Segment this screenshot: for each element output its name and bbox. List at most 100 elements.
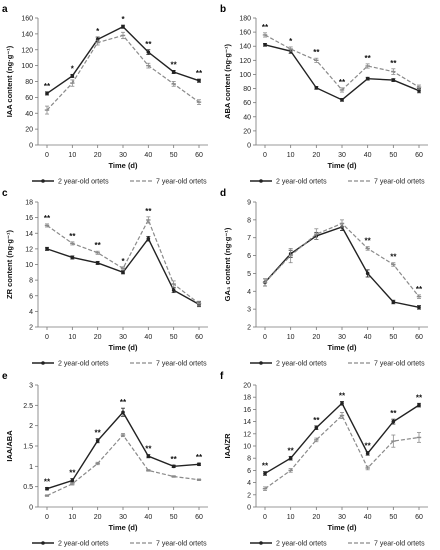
significance-mark: ** xyxy=(262,23,269,32)
data-point xyxy=(263,43,267,47)
x-tick-label: 60 xyxy=(195,152,203,159)
legend-label-2yr: 2 year-old ortets xyxy=(276,541,327,548)
data-point xyxy=(171,288,176,293)
data-point xyxy=(121,24,125,29)
legend: 2 year-old ortets 7 year-old ortets xyxy=(32,179,207,186)
data-point xyxy=(95,261,100,265)
significance-mark: ** xyxy=(44,82,51,91)
x-tick-label: 40 xyxy=(364,514,372,521)
legend-label-7yr: 7 year-old ortets xyxy=(374,361,425,368)
y-tick-label: 80 xyxy=(243,86,251,93)
x-tick-label: 30 xyxy=(119,334,127,341)
legend-label-7yr: 7 year-old ortets xyxy=(374,179,425,186)
y-tick-label: 14 xyxy=(243,419,251,426)
legend-marker-2yr xyxy=(41,541,45,545)
y-axis-title: IAA/ABA xyxy=(5,430,14,462)
x-axis-title: Time (d) xyxy=(108,523,138,532)
x-tick-label: 20 xyxy=(94,152,102,159)
chart-panel-f: f 0 2 4 6 8 10 12 14 16 18 20 0 10 20 30 40 50 60 Time (d) I… xyxy=(220,371,428,548)
x-axis-title: Time (d) xyxy=(327,161,357,170)
legend-marker-2yr xyxy=(41,179,45,183)
y-tick-label: 4 xyxy=(247,289,251,296)
y-tick-label: 2.5 xyxy=(23,403,33,410)
y-tick-label: 3 xyxy=(247,307,251,314)
significance-mark: ** xyxy=(95,241,102,250)
x-tick-label: 50 xyxy=(170,334,178,341)
y-tick-label: 120 xyxy=(21,47,33,54)
x-tick-label: 40 xyxy=(364,334,372,341)
panel-letter: e xyxy=(2,371,8,382)
panel-letter: a xyxy=(2,4,8,15)
legend-label-2yr: 2 year-old ortets xyxy=(58,361,109,368)
data-point xyxy=(45,486,49,491)
x-tick-label: 10 xyxy=(287,152,295,159)
y-tick-label: 80 xyxy=(25,79,33,86)
x-tick-label: 60 xyxy=(415,152,423,159)
series-line-7yr xyxy=(46,434,200,497)
significance-mark: ** xyxy=(365,441,372,450)
y-tick-label: 4 xyxy=(29,309,33,316)
legend: 2 year-old ortets 7 year-old ortets xyxy=(250,361,425,368)
y-tick-label: 14 xyxy=(25,231,33,238)
significance-mark: ** xyxy=(288,446,295,455)
y-tick-label: 0 xyxy=(247,505,251,512)
data-point xyxy=(365,76,370,81)
y-tick-label: 160 xyxy=(21,16,33,23)
significance-mark: ** xyxy=(365,237,372,246)
significance-mark: ** xyxy=(313,416,320,425)
y-tick-label: 6 xyxy=(29,293,33,300)
legend-label-7yr: 7 year-old ortets xyxy=(156,179,207,186)
y-tick-label: 20 xyxy=(25,127,33,134)
significance-mark: ** xyxy=(196,453,203,462)
x-tick-label: 20 xyxy=(312,514,320,521)
y-axis-title: IAA content (ng·g⁻¹) xyxy=(5,45,14,117)
significance-mark: ** xyxy=(313,48,320,57)
x-tick-label: 20 xyxy=(312,334,320,341)
y-tick-label: 0 xyxy=(29,143,33,150)
legend: 2 year-old ortets 7 year-old ortets xyxy=(32,361,207,368)
data-point xyxy=(314,425,319,430)
x-axis-title: Time (d) xyxy=(108,343,138,352)
legend-label-7yr: 7 year-old ortets xyxy=(156,541,207,548)
legend-marker-2yr xyxy=(41,361,45,365)
significance-mark: * xyxy=(96,27,100,36)
x-tick-label: 50 xyxy=(389,514,397,521)
y-tick-label: 140 xyxy=(239,44,251,51)
legend: 2 year-old ortets 7 year-old ortets xyxy=(250,179,425,186)
y-axis-title: IAA/ZR xyxy=(223,433,232,459)
significance-mark: ** xyxy=(262,462,269,471)
y-tick-label: 100 xyxy=(239,72,251,79)
x-tick-label: 60 xyxy=(415,334,423,341)
x-axis-title: Time (d) xyxy=(327,343,357,352)
x-tick-label: 0 xyxy=(45,334,49,341)
significance-mark: * xyxy=(289,37,293,46)
data-point xyxy=(121,410,125,415)
legend-marker-2yr xyxy=(259,541,263,545)
y-tick-label: 120 xyxy=(239,58,251,65)
x-tick-label: 10 xyxy=(68,152,76,159)
significance-mark: ** xyxy=(196,69,203,78)
y-tick-label: 1.5 xyxy=(23,444,33,451)
x-tick-label: 0 xyxy=(45,152,49,159)
legend-label-7yr: 7 year-old ortets xyxy=(374,541,425,548)
legend-label-7yr: 7 year-old ortets xyxy=(156,361,207,368)
x-tick-label: 50 xyxy=(170,514,178,521)
y-tick-label: 0 xyxy=(29,505,33,512)
x-tick-label: 10 xyxy=(287,334,295,341)
data-point xyxy=(197,78,201,83)
significance-mark: ** xyxy=(69,232,76,241)
data-point xyxy=(417,305,421,310)
y-tick-label: 12 xyxy=(243,431,251,438)
y-tick-label: 2 xyxy=(29,423,33,430)
significance-mark: * xyxy=(121,15,125,24)
x-tick-label: 30 xyxy=(119,514,127,521)
x-tick-label: 20 xyxy=(312,152,320,159)
data-point xyxy=(70,74,75,78)
significance-mark: ** xyxy=(44,214,51,223)
significance-mark: ** xyxy=(339,78,346,87)
legend-label-2yr: 2 year-old ortets xyxy=(58,541,109,548)
data-point xyxy=(70,255,75,260)
y-tick-label: 12 xyxy=(25,246,33,253)
y-tick-label: 60 xyxy=(25,95,33,102)
